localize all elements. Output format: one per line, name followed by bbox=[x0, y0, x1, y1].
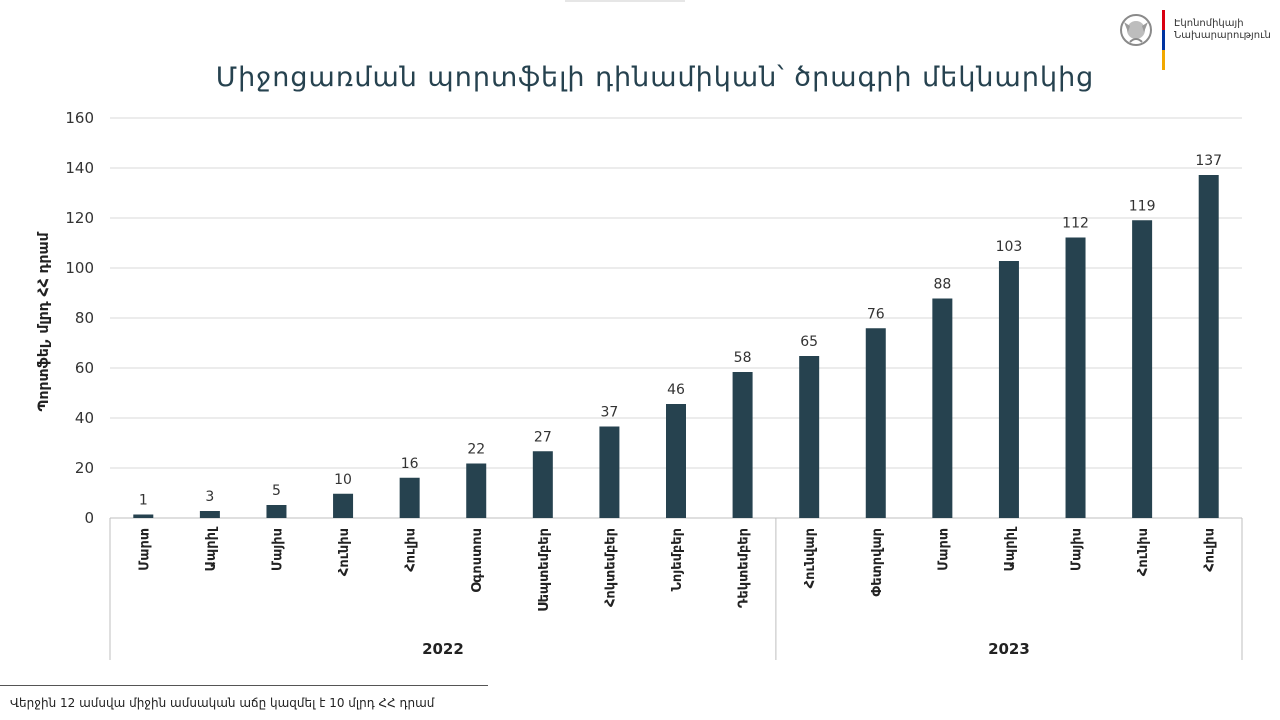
flag-stripe bbox=[1162, 10, 1165, 70]
chart-title: Միջոցառման պորտֆելի դինամիկան՝ ծրագրի մե… bbox=[215, 62, 1095, 93]
flag-red bbox=[1162, 10, 1165, 30]
bar bbox=[865, 328, 886, 518]
flag-orange bbox=[1162, 50, 1165, 70]
bar bbox=[599, 426, 620, 518]
x-tick-label: Մայիս bbox=[270, 528, 285, 571]
x-tick-label: Օգոստոս bbox=[470, 528, 485, 593]
x-tick-label: Հոկտեմբեր bbox=[603, 528, 618, 607]
x-tick-label: Ապրիլ bbox=[1003, 526, 1018, 571]
coat-of-arms-icon bbox=[1120, 14, 1152, 46]
data-label: 1 bbox=[139, 493, 148, 509]
data-label: 10 bbox=[334, 472, 352, 488]
bar bbox=[199, 511, 220, 518]
bar bbox=[998, 261, 1019, 518]
data-label: 103 bbox=[996, 239, 1023, 255]
x-tick-label: Ապրիլ bbox=[204, 526, 219, 571]
footnote-divider bbox=[0, 685, 488, 686]
portfolio-bar-chart: 0 20 40 60 80 100 120 140 160 1 Մարտ 3 Ապրիլ 5 Մայիս 10… bbox=[65, 109, 1243, 660]
data-label: 46 bbox=[667, 382, 685, 398]
data-label: 27 bbox=[534, 429, 552, 445]
data-label: 58 bbox=[734, 350, 752, 366]
x-tick-label: Փետրվար bbox=[870, 528, 885, 597]
x-tick-label: Մարտ bbox=[137, 528, 152, 571]
data-label: 76 bbox=[867, 306, 885, 322]
bar bbox=[732, 372, 753, 518]
x-tick-label: Հուլիս bbox=[404, 528, 419, 572]
y-tick-label: 120 bbox=[65, 209, 94, 227]
data-label: 16 bbox=[401, 456, 419, 472]
bar bbox=[1198, 175, 1219, 518]
ministry-name-line2: Նախարարություն bbox=[1174, 30, 1271, 41]
x-tick-label: Հունվար bbox=[803, 528, 818, 588]
y-tick-label: 40 bbox=[75, 409, 94, 427]
y-tick-label: 0 bbox=[84, 509, 94, 527]
data-label: 3 bbox=[205, 489, 214, 505]
bar bbox=[466, 463, 487, 518]
y-tick-label: 100 bbox=[65, 259, 94, 277]
bar bbox=[333, 493, 354, 518]
data-label: 5 bbox=[272, 483, 281, 499]
data-label: 22 bbox=[467, 442, 485, 458]
data-label: 37 bbox=[600, 405, 618, 421]
footnote: Վերջին 12 ամսվա միջին ամսական աճը կազմել… bbox=[10, 696, 435, 710]
year-group-label: 2023 bbox=[988, 640, 1030, 658]
y-tick-label: 80 bbox=[75, 309, 94, 327]
top-decoration bbox=[565, 0, 685, 2]
x-tick-label: Հունիս bbox=[1136, 528, 1151, 576]
bar bbox=[532, 451, 553, 518]
y-tick-label: 60 bbox=[75, 359, 94, 377]
bar bbox=[1065, 237, 1086, 518]
x-tick-label: Մարտ bbox=[936, 528, 951, 571]
flag-blue bbox=[1162, 30, 1165, 50]
y-tick-label: 20 bbox=[75, 459, 94, 477]
x-tick-label: Նոյեմբեր bbox=[670, 528, 685, 591]
ministry-name-line1: Էկոնոմիկայի bbox=[1174, 18, 1244, 29]
data-label: 88 bbox=[933, 277, 951, 293]
bar bbox=[399, 477, 420, 518]
x-tick-label: Մայիս bbox=[1070, 528, 1085, 571]
ministry-name: Էկոնոմիկայի Նախարարություն bbox=[1174, 18, 1271, 42]
bar bbox=[666, 404, 686, 518]
data-label: 119 bbox=[1129, 198, 1156, 214]
bar bbox=[1132, 220, 1153, 518]
x-tick-label: Սեպտեմբեր bbox=[537, 528, 552, 612]
ministry-logo: Էկոնոմիկայի Նախարարություն bbox=[1118, 10, 1278, 72]
data-label: 65 bbox=[800, 334, 818, 350]
x-tick-label: Հուլիս bbox=[1203, 528, 1218, 572]
bar bbox=[799, 356, 820, 518]
y-tick-label: 160 bbox=[65, 109, 94, 127]
bar bbox=[133, 514, 154, 518]
x-tick-label: Հունիս bbox=[337, 528, 352, 576]
bar bbox=[932, 298, 953, 518]
x-tick-label: Դեկտեմբեր bbox=[737, 528, 752, 608]
data-label: 137 bbox=[1195, 153, 1222, 169]
y-tick-label: 140 bbox=[65, 159, 94, 177]
year-group-label: 2022 bbox=[422, 640, 464, 658]
bar bbox=[266, 505, 287, 518]
data-label: 112 bbox=[1062, 216, 1089, 232]
